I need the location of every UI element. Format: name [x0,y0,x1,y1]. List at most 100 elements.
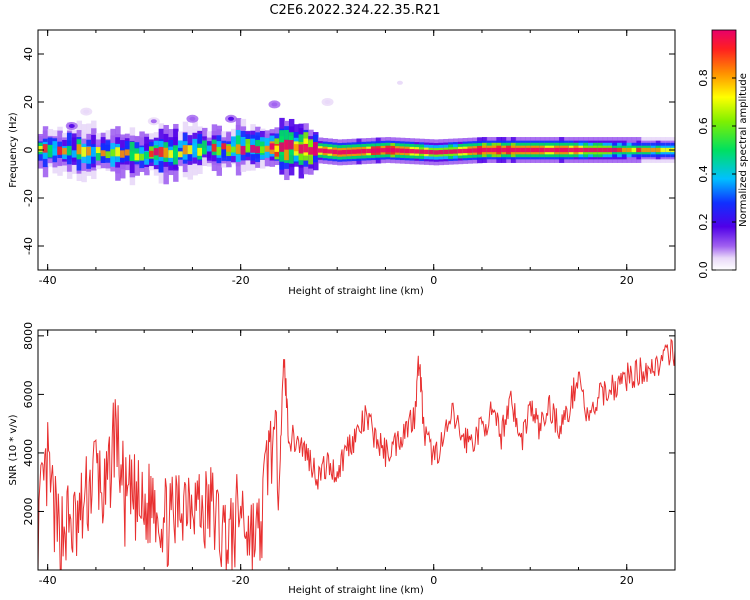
spectrogram-cell [515,147,522,153]
spectrogram-cell [303,143,309,153]
snr-ytick-label: 6000 [22,380,35,408]
spectrogram-cell [607,147,613,153]
spectrogram-cell [457,149,464,154]
spectrogram-xtick-label: -40 [39,274,57,287]
spectrogram-cell [187,145,194,155]
colorbar-ticks: 0.0 0.2 0.4 0.6 0.8 [697,69,736,279]
spectrogram-cell [621,147,628,153]
spectrogram-cell [491,147,498,153]
spectrogram-cell [592,147,599,153]
spectrogram-cell [71,150,78,158]
snr-series-line [38,338,675,570]
spectrogram-cell [42,144,49,153]
spectrogram-ytick-label: -20 [22,189,35,207]
spectrogram-cell [226,145,232,152]
spectrogram-cell [395,148,401,153]
snr-ytick-label: 4000 [22,439,35,467]
spectrogram-cell [583,147,589,153]
spectrogram-cell [139,153,145,161]
spectrogram-cell [342,150,348,155]
spectrogram-cell [81,147,87,157]
spectrogram-xtick-label: 20 [620,274,634,287]
spectrogram-cell [361,149,367,154]
snr-frame [37,329,676,571]
spectrogram-cell [177,151,184,158]
spectrogram-cell [636,147,642,153]
spectrogram-cell [399,148,406,153]
spectrogram-cell [554,147,560,153]
spectrogram-cell [675,137,680,163]
spectrogram-blob-core [228,116,235,121]
spectrogram-cell [259,146,266,154]
spectrogram-cell [617,147,623,153]
spectrogram-ylabel: Frequency (Hz) [8,112,19,188]
spectrogram-cell [631,147,637,153]
spectrogram-cell [240,145,247,155]
spectrogram-cell [231,146,237,153]
spectrogram-cell [675,143,680,157]
snr-ylabel: SNR (10 * v/v) [8,414,19,485]
spectrogram-blob-core [396,80,403,85]
spectrogram-cell [559,147,565,153]
spectrogram-cell [144,151,150,159]
snr-xtick-label: -20 [232,574,250,587]
spectrogram-cell [168,150,174,158]
snr-panel: -40 -20 0 20 2000 4000 6000 8000 Height of stra… [8,322,676,596]
spectrogram-cell [206,146,213,158]
spectrogram-blob-core [150,119,157,124]
spectrogram-cell [612,147,618,153]
spectrogram-cell [481,147,488,153]
spectrogram-cell [564,147,570,153]
spectrogram-ytick-label: 20 [22,95,35,109]
spectrogram-cell [52,141,58,156]
spectrogram-cell [57,146,63,155]
spectrogram-cell [62,148,68,155]
spectrogram-cell [293,144,300,152]
spectrogram-cell [124,149,131,156]
spectrogram-cell [626,147,633,153]
spectrogram-cell [650,147,657,153]
spectrogram-cell [100,150,107,157]
spectrogram-cell [409,149,416,154]
spectrogram-ytick-label: -40 [22,237,35,255]
spectrogram-cell [366,148,372,154]
spectrogram-cell [95,148,102,161]
spectrogram-cell [404,148,411,154]
spectrogram-cell [245,143,251,151]
colorbar-tick-label: 0.6 [697,117,710,135]
spectrogram-cell [216,146,222,156]
spectrogram-cell [646,147,652,153]
snr-ytick-label: 8000 [22,322,35,350]
spectrogram-blob-core [189,116,196,121]
snr-xtick-label: 20 [620,574,634,587]
spectrogram-cell [520,147,527,153]
snr-xlabel: Height of straight line (km) [288,585,424,596]
spectrogram-cell [240,136,247,155]
colorbar: 0.0 0.2 0.4 0.6 0.8 Normalized spectral ampl… [697,29,749,279]
spectrogram-cell [235,144,242,154]
spectrogram-cell [298,144,305,154]
spectrogram-cell [443,149,449,155]
spectrogram-cell [588,147,594,153]
spectrogram-cell [496,147,502,153]
spectrogram-cell [158,146,165,157]
spectrogram-cell [433,150,440,155]
figure-title: C2E6.2022.324.22.35.R21 [269,3,440,18]
spectrogram-cell [535,147,541,153]
spectrogram-cell [602,147,609,153]
spectrogram-cell [197,147,203,156]
spectrogram-cell [269,143,276,150]
spectrogram-cell [375,148,382,153]
spectrogram-xtick-label: -20 [232,274,250,287]
colorbar-tick-label: 0.8 [697,69,710,87]
spectrogram-cell [134,153,140,161]
spectrogram-cell [641,147,647,153]
spectrogram-cell [115,147,121,157]
spectrogram-cell [173,147,179,158]
spectrogram-cell [322,148,329,154]
spectrogram-cell [288,140,295,150]
spectrogram-cell [448,149,454,154]
spectrogram-cell [95,147,102,154]
spectrogram-cell [506,147,512,153]
